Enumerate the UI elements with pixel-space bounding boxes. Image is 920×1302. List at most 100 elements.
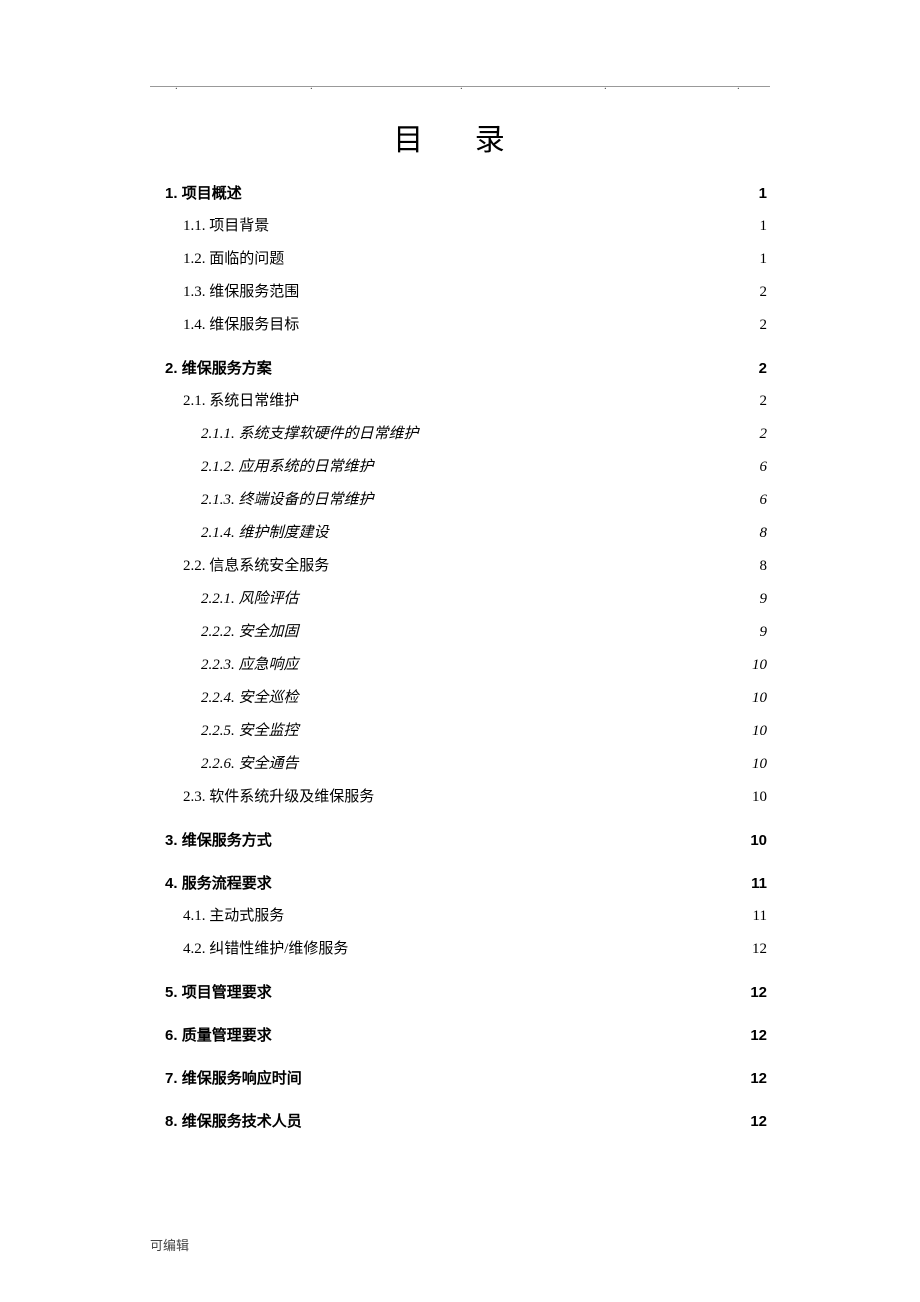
toc-entry-number: 2.2.1. xyxy=(201,591,239,607)
toc-entry-number: 2.2.3. xyxy=(201,657,239,673)
toc-page-number: 8 xyxy=(747,559,767,574)
toc-page-number: 9 xyxy=(747,625,767,640)
toc-page-number: 2 xyxy=(747,318,767,333)
toc-row: 2.2.5. 安全监控 10 xyxy=(165,724,767,739)
toc-page-number: 1 xyxy=(747,252,767,267)
toc-entry-title: 维保服务目标 xyxy=(209,317,299,333)
toc-entry-number: 3. xyxy=(165,832,182,849)
toc-entry-label: 2.2.3. 应急响应 xyxy=(201,658,299,673)
toc-entry-label: 2.2.2. 安全加固 xyxy=(201,625,299,640)
toc-entry-title: 风险评估 xyxy=(239,591,299,607)
toc-row: 1.4. 维保服务目标2 xyxy=(165,318,767,333)
toc-entry-number: 4.2. xyxy=(183,941,209,957)
toc-entry-label: 5. 项目管理要求 xyxy=(165,985,272,1000)
toc-page-number: 9 xyxy=(747,592,767,607)
toc-row: 4.2. 纠错性维护/维修服务 12 xyxy=(165,942,767,957)
toc-entry-title: 维保服务方式 xyxy=(182,832,272,849)
toc-entry-title: 安全巡检 xyxy=(239,690,299,706)
toc-page-number: 2 xyxy=(747,285,767,300)
toc-entry-label: 1.1. 项目背景 xyxy=(183,219,269,234)
footer-text: 可编辑 xyxy=(150,1235,189,1254)
toc-entry-title: 服务流程要求 xyxy=(182,875,272,892)
toc-entry-number: 1.1. xyxy=(183,218,209,234)
toc-row: 1.1. 项目背景 1 xyxy=(165,219,767,234)
toc-entry-label: 3. 维保服务方式 xyxy=(165,833,272,848)
toc-entry-label: 2.1. 系统日常维护 xyxy=(183,394,299,409)
toc-entry-title: 项目概述 xyxy=(182,185,242,202)
toc-entry-title: 维保服务范围 xyxy=(209,284,299,300)
toc-page-number: 1 xyxy=(747,219,767,234)
toc-page-number: 10 xyxy=(747,691,767,706)
header-dot: . xyxy=(175,80,178,92)
toc-page-number: 1 xyxy=(747,186,767,201)
toc-page-number: 12 xyxy=(747,1028,767,1043)
toc-entry-number: 2.2.2. xyxy=(201,624,239,640)
table-of-contents: 1. 项目概述 1 1.1. 项目背景 1 1.2. 面临的问题 1 1.3. 维保服务范围… xyxy=(165,186,767,1139)
toc-entry-title: 维保服务响应时间 xyxy=(182,1070,302,1087)
toc-entry-label: 7. 维保服务响应时间 xyxy=(165,1071,302,1086)
toc-entry-label: 2.2.1. 风险评估 xyxy=(201,592,299,607)
toc-entry-label: 8. 维保服务技术人员 xyxy=(165,1114,302,1129)
toc-entry-number: 5. xyxy=(165,984,182,1001)
toc-entry-label: 2.1.3. 终端设备的日常维护 xyxy=(201,493,374,508)
toc-row: 2.1.2. 应用系统的日常维护 6 xyxy=(165,460,767,475)
toc-entry-label: 1.2. 面临的问题 xyxy=(183,252,284,267)
toc-entry-title: 项目管理要求 xyxy=(182,984,272,1001)
toc-row: 2.2.3. 应急响应 10 xyxy=(165,658,767,673)
toc-entry-number: 2.1.1. xyxy=(201,426,239,442)
toc-row: 1.2. 面临的问题 1 xyxy=(165,252,767,267)
toc-entry-title: 安全加固 xyxy=(239,624,299,640)
toc-row: 2.3. 软件系统升级及维保服务 10 xyxy=(165,790,767,805)
toc-page-number: 10 xyxy=(747,757,767,772)
toc-page-number: 2 xyxy=(747,394,767,409)
header-dot: . xyxy=(310,80,313,92)
toc-entry-number: 2. xyxy=(165,360,182,377)
toc-entry-number: 1. xyxy=(165,185,182,202)
toc-row: 5. 项目管理要求 12 xyxy=(165,985,767,1000)
toc-page-number: 10 xyxy=(747,790,767,805)
toc-entry-label: 6. 质量管理要求 xyxy=(165,1028,272,1043)
toc-entry-label: 4.1. 主动式服务 xyxy=(183,909,284,924)
toc-entry-title: 质量管理要求 xyxy=(182,1027,272,1044)
toc-page-number: 2 xyxy=(747,361,767,376)
toc-entry-title: 安全监控 xyxy=(239,723,299,739)
toc-entry-title: 维保服务技术人员 xyxy=(182,1113,302,1130)
toc-entry-label: 2.1.2. 应用系统的日常维护 xyxy=(201,460,374,475)
toc-page-number: 11 xyxy=(747,909,767,924)
toc-row: 2.2.2. 安全加固 9 xyxy=(165,625,767,640)
toc-row: 2.1.3. 终端设备的日常维护6 xyxy=(165,493,767,508)
toc-entry-number: 1.3. xyxy=(183,284,209,300)
toc-entry-title: 系统支撑软硬件的日常维护 xyxy=(239,426,419,442)
toc-page-number: 11 xyxy=(747,876,767,891)
toc-entry-title: 应用系统的日常维护 xyxy=(239,459,374,475)
toc-row: 2.1. 系统日常维护 2 xyxy=(165,394,767,409)
toc-entry-number: 2.2. xyxy=(183,558,209,574)
toc-entry-label: 2.2.6. 安全通告 xyxy=(201,757,299,772)
toc-row: 2.2.1. 风险评估 9 xyxy=(165,592,767,607)
toc-entry-label: 2.3. 软件系统升级及维保服务 xyxy=(183,790,374,805)
toc-entry-label: 2.2.5. 安全监控 xyxy=(201,724,299,739)
toc-entry-number: 6. xyxy=(165,1027,182,1044)
toc-row: 7. 维保服务响应时间12 xyxy=(165,1071,767,1086)
toc-row: 2.1.1. 系统支撑软硬件的日常维护2 xyxy=(165,427,767,442)
toc-entry-label: 2.2. 信息系统安全服务 xyxy=(183,559,329,574)
toc-page-number: 6 xyxy=(747,460,767,475)
toc-entry-number: 7. xyxy=(165,1070,182,1087)
toc-row: 2.2.6. 安全通告 10 xyxy=(165,757,767,772)
toc-entry-label: 4.2. 纠错性维护/维修服务 xyxy=(183,942,348,957)
header-dot: . xyxy=(604,80,607,92)
toc-entry-label: 2.2.4. 安全巡检 xyxy=(201,691,299,706)
toc-entry-number: 4. xyxy=(165,875,182,892)
toc-page-number: 12 xyxy=(747,1114,767,1129)
toc-page-number: 12 xyxy=(747,985,767,1000)
toc-entry-number: 4.1. xyxy=(183,908,209,924)
toc-page-number: 10 xyxy=(747,724,767,739)
header-dot: . xyxy=(460,80,463,92)
toc-entry-number: 2.2.4. xyxy=(201,690,239,706)
toc-entry-title: 安全通告 xyxy=(239,756,299,772)
toc-page-number: 12 xyxy=(747,942,767,957)
toc-page-number: 8 xyxy=(747,526,767,541)
toc-entry-number: 1.2. xyxy=(183,251,209,267)
toc-page-number: 10 xyxy=(747,658,767,673)
toc-entry-number: 2.1.2. xyxy=(201,459,239,475)
